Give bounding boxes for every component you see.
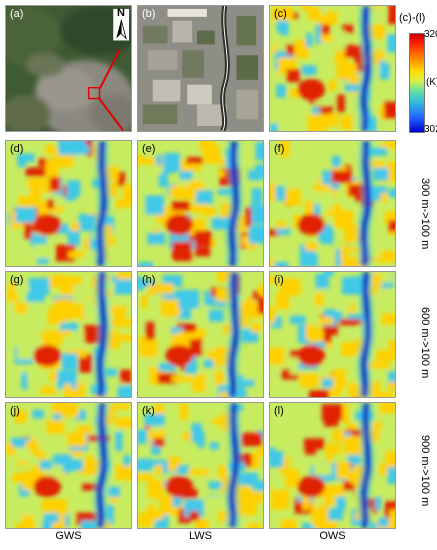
north-arrow-icon	[113, 8, 130, 41]
temperature-map-k	[138, 403, 263, 528]
panel-label-a: (a)	[10, 8, 24, 20]
temperature-map-e	[138, 141, 263, 266]
satellite-zoom-image	[138, 6, 263, 131]
row-label-600m: 600 m->100 m	[419, 306, 431, 379]
panel-j-temperature-map: (j)	[5, 402, 132, 529]
zoom-region-box	[87, 86, 101, 100]
panel-i-temperature-map: (i)	[269, 271, 396, 398]
panel-g-temperature-map: (g)	[5, 271, 132, 398]
panel-label-e: (e)	[142, 143, 156, 155]
panel-k-temperature-map: (k)	[137, 402, 264, 529]
panel-a-satellite-overview: (a) N	[5, 5, 132, 132]
panel-label-c: (c)	[274, 8, 287, 20]
panel-label-b: (b)	[142, 8, 156, 20]
colorbar-title: (c)-(l)	[399, 12, 426, 24]
temperature-map-j	[6, 403, 131, 528]
panel-label-g: (g)	[10, 274, 24, 286]
temperature-map-l	[270, 403, 395, 528]
panel-label-j: (j)	[10, 405, 20, 417]
panel-f-temperature-map: (f)	[269, 140, 396, 267]
panel-d-temperature-map: (d)	[5, 140, 132, 267]
panel-label-d: (d)	[10, 143, 24, 155]
column-label-gws: GWS	[55, 530, 82, 542]
panel-label-i: (i)	[274, 274, 284, 286]
temperature-map-c	[270, 6, 395, 131]
row-label-300m: 300 m->100 m	[419, 177, 431, 250]
panel-h-temperature-map: (h)	[137, 271, 264, 398]
panel-label-f: (f)	[274, 143, 285, 155]
colorbar-max: 320	[424, 29, 437, 40]
panel-c-temperature-map: (c)	[269, 5, 396, 132]
temperature-map-d	[6, 141, 131, 266]
temperature-map-g	[6, 272, 131, 397]
panel-e-temperature-map: (e)	[137, 140, 264, 267]
colorbar-unit: (K)	[426, 77, 437, 88]
satellite-overview-image	[6, 6, 131, 131]
panel-b-satellite-zoom: (b)	[137, 5, 264, 132]
row-label-900m: 900 m->100 m	[419, 434, 431, 507]
panel-label-k: (k)	[142, 405, 155, 417]
north-label: N	[117, 7, 125, 19]
panel-label-l: (l)	[274, 405, 284, 417]
column-label-lws: LWS	[188, 530, 213, 542]
panel-label-h: (h)	[142, 274, 156, 286]
colorbar-min: 302	[424, 124, 437, 135]
temperature-map-h	[138, 272, 263, 397]
panel-l-temperature-map: (l)	[269, 402, 396, 529]
temperature-map-i	[270, 272, 395, 397]
urban-texture	[142, 8, 259, 127]
colorbar	[409, 33, 425, 133]
column-label-ows: OWS	[319, 530, 346, 542]
temperature-map-f	[270, 141, 395, 266]
